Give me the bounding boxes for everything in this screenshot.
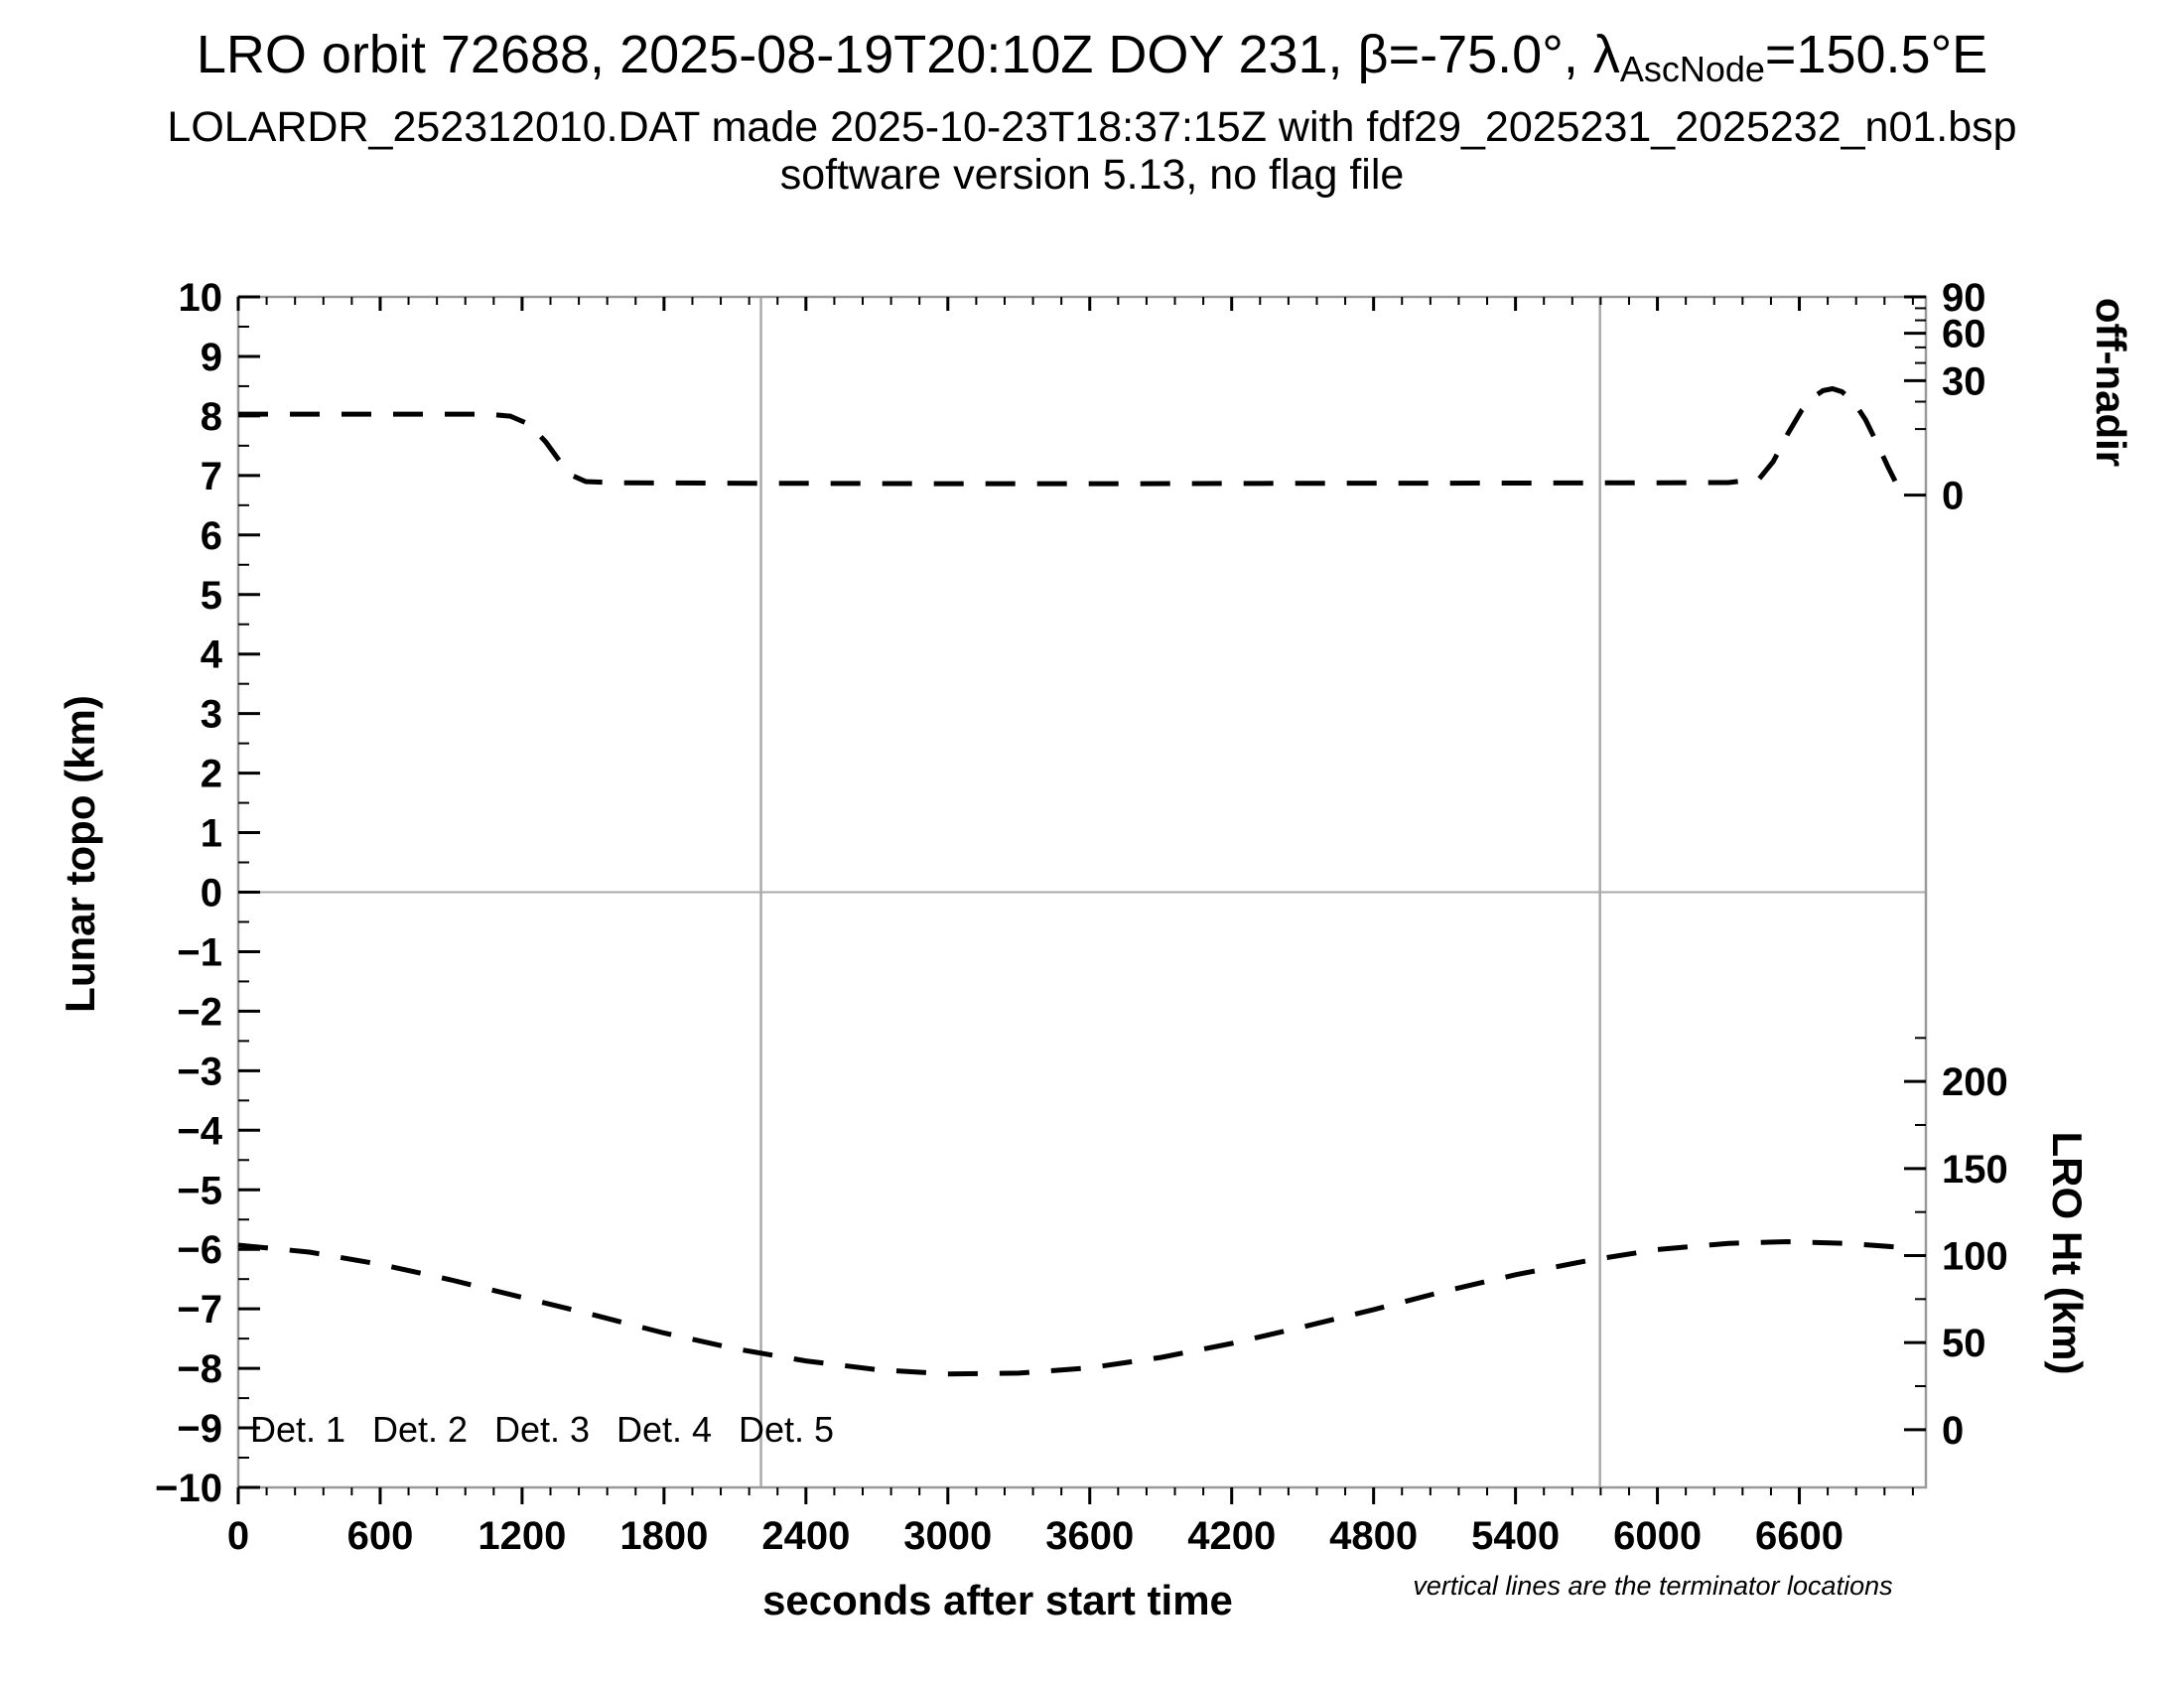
off-nadir-tick-label: 60 xyxy=(1942,313,1986,356)
x-tick-label: 3600 xyxy=(1045,1514,1134,1558)
y-left-tick-label: 2 xyxy=(201,753,222,796)
legend-item-det-3: Det. 3 xyxy=(494,1409,590,1450)
detector-legend: Det. 1 Det. 2 Det. 3 Det. 4 Det. 5 xyxy=(250,1409,834,1450)
subtitle-software-version: software version 5.13, no flag file xyxy=(779,151,1405,199)
y-left-tick-label: −7 xyxy=(177,1288,222,1332)
x-axis-ticks: 0 600 1200 1800 2400 3000 3600 4200 4800 5400 6000… xyxy=(227,297,1914,1558)
lro-ht-axis-ticks: 0 50 100 150 200 xyxy=(1904,1037,2008,1453)
y-left-tick-label: −3 xyxy=(177,1050,222,1093)
y-left-tick-label: 3 xyxy=(201,693,222,737)
x-tick-label: 3000 xyxy=(903,1514,992,1558)
x-tick-label: 2400 xyxy=(761,1514,850,1558)
off-nadir-tick-label: 90 xyxy=(1942,276,1986,320)
y-left-tick-label: −5 xyxy=(177,1169,222,1212)
terminator-note: vertical lines are the terminator locati… xyxy=(1413,1571,1893,1601)
x-tick-label: 1800 xyxy=(619,1514,708,1558)
y-left-tick-label: 0 xyxy=(201,872,222,915)
y-left-tick-label: 9 xyxy=(201,336,222,379)
y-left-tick-label: −8 xyxy=(177,1347,222,1391)
lro-ht-tick-label: 150 xyxy=(1942,1148,2008,1192)
y-left-tick-label: 7 xyxy=(201,455,222,498)
lro-ht-tick-label: 50 xyxy=(1942,1322,1986,1365)
x-axis-label: seconds after start time xyxy=(762,1577,1233,1623)
legend-item-det-4: Det. 4 xyxy=(616,1409,712,1450)
x-tick-label: 4200 xyxy=(1187,1514,1276,1558)
x-tick-label: 0 xyxy=(227,1514,249,1558)
title-subscript: AscNode xyxy=(1619,49,1765,89)
y-left-tick-label: 6 xyxy=(201,514,222,558)
y-left-tick-label: −9 xyxy=(177,1407,222,1451)
x-tick-label: 6600 xyxy=(1755,1514,1843,1558)
legend-item-det-2: Det. 2 xyxy=(372,1409,468,1450)
y-left-tick-label: −10 xyxy=(155,1467,222,1510)
legend-item-det-5: Det. 5 xyxy=(739,1409,834,1450)
y-left-tick-label: −4 xyxy=(177,1109,222,1153)
y-left-tick-label: 8 xyxy=(201,395,222,439)
y-left-axis-label: Lunar topo (km) xyxy=(57,695,103,1013)
title-tail: =150.5°E xyxy=(1764,25,1988,84)
lro-height-curve xyxy=(237,1238,1894,1377)
y-left-tick-label: 1 xyxy=(201,812,222,856)
x-tick-label: 5400 xyxy=(1471,1514,1560,1558)
y-left-tick-label: 5 xyxy=(201,574,222,618)
y-left-tick-label: −2 xyxy=(177,990,222,1034)
x-tick-label: 4800 xyxy=(1329,1514,1418,1558)
y-left-tick-label: 4 xyxy=(201,633,223,677)
lro-ht-tick-label: 0 xyxy=(1942,1409,1964,1453)
y-left-tick-label: −6 xyxy=(177,1228,222,1272)
off-nadir-tick-label: 0 xyxy=(1942,475,1964,518)
x-tick-label: 6000 xyxy=(1613,1514,1702,1558)
subtitle-filename: LOLARDR_252312010.DAT made 2025-10-23T18… xyxy=(167,103,2017,151)
off-nadir-curve xyxy=(238,385,1898,487)
lro-ht-tick-label: 200 xyxy=(1942,1060,2008,1104)
y-left-tick-label: 10 xyxy=(179,276,223,320)
lro-ht-axis-label: LRO Ht (km) xyxy=(2044,1132,2091,1375)
page-title: LRO orbit 72688, 2025-08-19T20:10Z DOY 2… xyxy=(0,24,2184,90)
x-tick-label: 1200 xyxy=(478,1514,566,1558)
x-tick-label: 600 xyxy=(347,1514,414,1558)
y-left-tick-label: −1 xyxy=(177,930,222,974)
title-text: LRO orbit 72688, 2025-08-19T20:10Z DOY 2… xyxy=(196,25,1620,84)
off-nadir-tick-label: 30 xyxy=(1942,359,1986,403)
legend-item-det-1: Det. 1 xyxy=(250,1409,345,1450)
lro-ht-tick-label: 100 xyxy=(1942,1234,2008,1278)
off-nadir-axis-label: off-nadir xyxy=(2088,298,2134,467)
